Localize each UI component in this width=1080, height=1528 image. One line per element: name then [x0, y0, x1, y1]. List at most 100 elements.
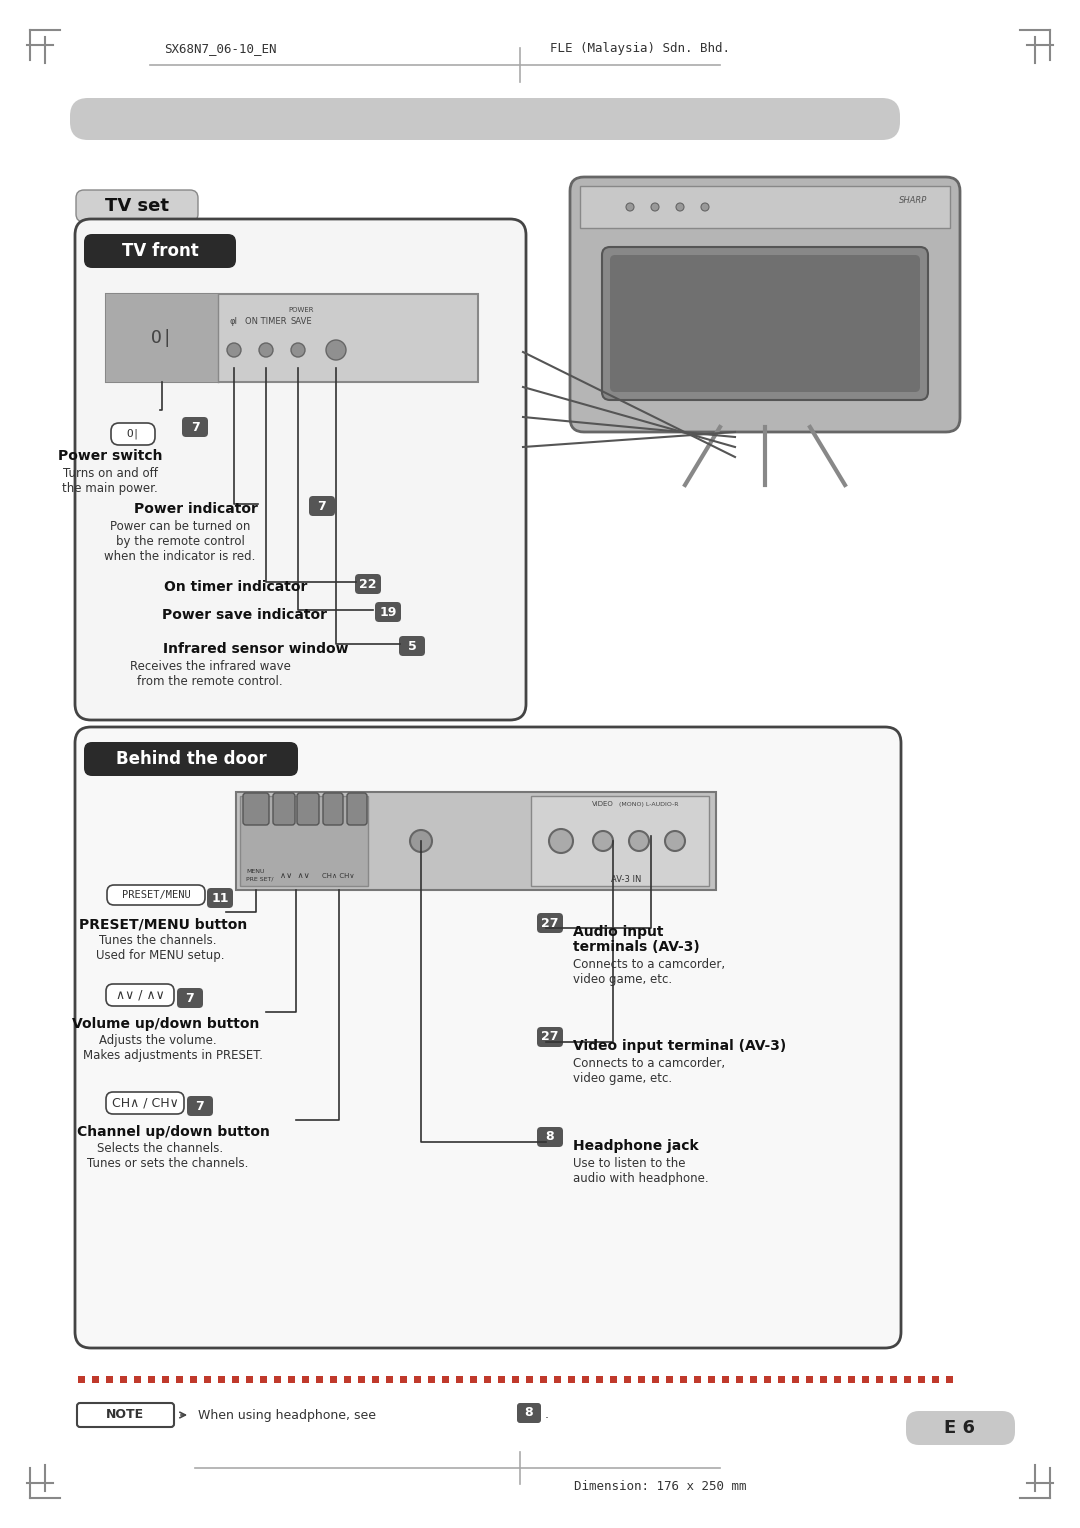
Bar — [638, 1377, 645, 1383]
FancyBboxPatch shape — [177, 989, 203, 1008]
Bar — [106, 1377, 113, 1383]
Text: 5: 5 — [407, 640, 417, 652]
Text: ∧∨ / ∧∨: ∧∨ / ∧∨ — [116, 989, 164, 1001]
Text: 8: 8 — [545, 1131, 554, 1143]
Text: when the indicator is red.: when the indicator is red. — [105, 550, 256, 562]
Bar — [526, 1377, 534, 1383]
Text: Turns on and off: Turns on and off — [63, 468, 158, 480]
Circle shape — [291, 342, 305, 358]
Bar — [218, 1377, 225, 1383]
FancyBboxPatch shape — [75, 219, 526, 720]
FancyBboxPatch shape — [602, 248, 928, 400]
Text: Makes adjustments in PRESET.: Makes adjustments in PRESET. — [83, 1050, 262, 1062]
Bar — [106, 293, 478, 382]
Bar — [568, 1377, 575, 1383]
Bar — [596, 1377, 603, 1383]
Text: PRE SET/: PRE SET/ — [246, 876, 273, 882]
Bar — [498, 1377, 505, 1383]
Bar — [610, 1377, 617, 1383]
Bar — [400, 1377, 407, 1383]
Text: the main power.: the main power. — [63, 481, 158, 495]
Bar — [512, 1377, 519, 1383]
Bar — [357, 1377, 365, 1383]
FancyBboxPatch shape — [75, 727, 901, 1348]
Text: Tunes or sets the channels.: Tunes or sets the channels. — [87, 1157, 248, 1170]
Circle shape — [326, 341, 346, 361]
Bar — [232, 1377, 239, 1383]
Text: CH∧ / CH∨: CH∧ / CH∨ — [111, 1097, 178, 1109]
Bar — [862, 1377, 869, 1383]
FancyBboxPatch shape — [610, 255, 920, 393]
Bar — [666, 1377, 673, 1383]
Text: Selects the channels.: Selects the channels. — [97, 1141, 224, 1155]
FancyBboxPatch shape — [323, 793, 343, 825]
Text: When using headphone, see: When using headphone, see — [198, 1409, 376, 1421]
Bar — [582, 1377, 589, 1383]
Text: Tunes the channels.: Tunes the channels. — [99, 934, 217, 947]
Text: Power can be turned on: Power can be turned on — [110, 520, 251, 533]
Bar — [531, 796, 708, 886]
Bar — [876, 1377, 883, 1383]
Text: Behind the door: Behind the door — [116, 750, 267, 769]
Text: FLE (Malaysia) Sdn. Bhd.: FLE (Malaysia) Sdn. Bhd. — [550, 41, 730, 55]
Text: Video input terminal (AV-3): Video input terminal (AV-3) — [573, 1039, 786, 1053]
Text: VIDEO: VIDEO — [592, 801, 613, 807]
Bar — [302, 1377, 309, 1383]
Bar — [162, 1377, 168, 1383]
Bar — [288, 1377, 295, 1383]
Bar — [680, 1377, 687, 1383]
Text: POWER: POWER — [288, 307, 314, 313]
Bar — [106, 293, 218, 382]
FancyBboxPatch shape — [906, 1410, 1015, 1445]
FancyBboxPatch shape — [107, 885, 205, 905]
Bar — [735, 1377, 743, 1383]
Bar — [260, 1377, 267, 1383]
Text: video game, etc.: video game, etc. — [573, 973, 672, 986]
FancyBboxPatch shape — [273, 793, 295, 825]
FancyBboxPatch shape — [84, 234, 237, 267]
Text: Used for MENU setup.: Used for MENU setup. — [96, 949, 225, 963]
Bar — [723, 1377, 729, 1383]
Bar — [580, 186, 950, 228]
Text: Volume up/down button: Volume up/down button — [72, 1018, 259, 1031]
Text: ON TIMER: ON TIMER — [245, 316, 287, 325]
Circle shape — [676, 203, 684, 211]
Bar — [470, 1377, 477, 1383]
Text: 7: 7 — [195, 1100, 204, 1112]
Bar — [330, 1377, 337, 1383]
Bar — [624, 1377, 631, 1383]
FancyBboxPatch shape — [106, 984, 174, 1005]
Bar — [750, 1377, 757, 1383]
Circle shape — [549, 830, 573, 853]
Text: O|: O| — [126, 429, 139, 439]
Circle shape — [701, 203, 708, 211]
Text: Channel up/down button: Channel up/down button — [77, 1125, 269, 1138]
FancyBboxPatch shape — [84, 743, 298, 776]
Text: Receives the infrared wave: Receives the infrared wave — [130, 660, 291, 672]
Circle shape — [651, 203, 659, 211]
FancyBboxPatch shape — [517, 1403, 541, 1423]
FancyBboxPatch shape — [106, 1093, 184, 1114]
Text: Connects to a camcorder,: Connects to a camcorder, — [573, 958, 725, 970]
Text: NOTE: NOTE — [106, 1409, 144, 1421]
Text: E 6: E 6 — [945, 1420, 975, 1436]
Bar — [372, 1377, 379, 1383]
Text: Infrared sensor window: Infrared sensor window — [163, 642, 349, 656]
Circle shape — [227, 342, 241, 358]
FancyBboxPatch shape — [570, 177, 960, 432]
Bar — [345, 1377, 351, 1383]
Text: PRESET/MENU: PRESET/MENU — [122, 889, 190, 900]
FancyBboxPatch shape — [355, 575, 381, 594]
Bar — [134, 1377, 141, 1383]
Text: 19: 19 — [379, 605, 396, 619]
Bar — [764, 1377, 771, 1383]
Bar — [652, 1377, 659, 1383]
Text: TV front: TV front — [122, 241, 199, 260]
FancyBboxPatch shape — [111, 423, 156, 445]
Bar — [316, 1377, 323, 1383]
Bar — [904, 1377, 912, 1383]
Text: 7: 7 — [318, 500, 326, 512]
Bar — [806, 1377, 813, 1383]
Text: terminals (AV-3): terminals (AV-3) — [573, 940, 700, 953]
Text: video game, etc.: video game, etc. — [573, 1073, 672, 1085]
